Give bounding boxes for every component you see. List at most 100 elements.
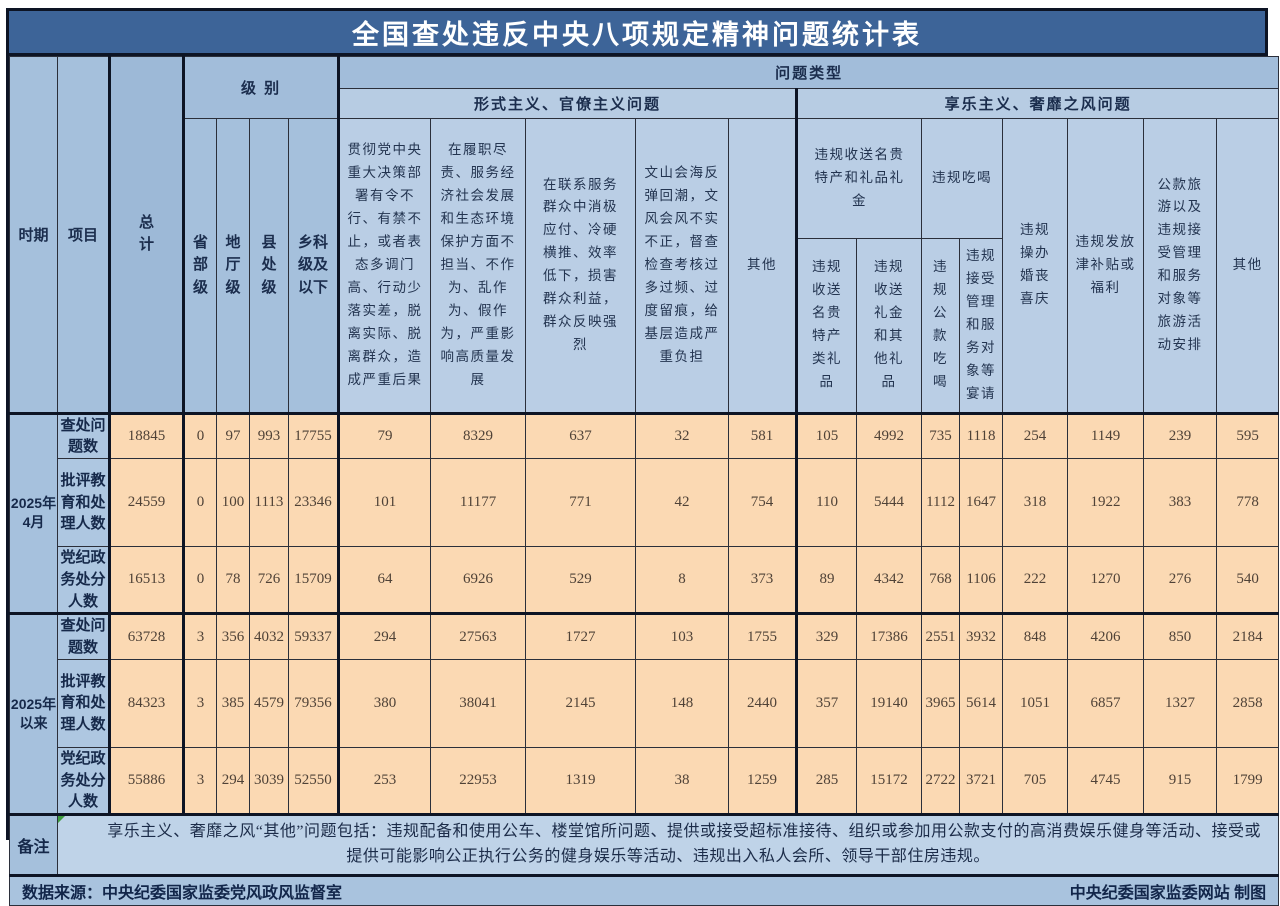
row-label: 党纪政务处分人数: [57, 746, 110, 816]
value-cell: 1727: [525, 612, 637, 660]
value-cell: 581: [728, 411, 798, 460]
value-cell: 373: [728, 546, 798, 615]
header-level-township: 乡科级及以下: [287, 118, 340, 414]
value-cell: 637: [525, 411, 637, 460]
header-item-label: 项目: [67, 226, 98, 244]
value-cell: 32: [635, 411, 730, 460]
title-bar: 全国查处违反中央八项规定精神问题统计表: [9, 11, 1265, 56]
table-title: 全国查处违反中央八项规定精神问题统计表: [352, 19, 922, 50]
header-formalism-band: 形式主义、官僚主义问题: [337, 88, 798, 119]
header-dining-band-label: 违规吃喝: [932, 170, 993, 186]
cell-corner-marker: [58, 817, 65, 824]
header-formalism-col-2: 在履职尽责、服务经济社会发展和生态环境保护方面不担当、不作为、乱作为、假作为，严…: [430, 118, 527, 414]
value-cell: 4206: [1067, 612, 1145, 660]
header-hedonism-col-other-label: 其他: [1232, 256, 1263, 272]
value-cell: 253: [337, 746, 432, 816]
value-cell: 8329: [430, 411, 527, 460]
value-cell: 52550: [287, 746, 340, 816]
footer-bar: 数据来源：中央纪委国家监委党风政风监督室 中央纪委国家监委网站 制图: [8, 873, 1280, 906]
value-cell: 1051: [1002, 658, 1069, 748]
header-level-county: 县处级: [249, 118, 289, 414]
header-dining-band: 违规吃喝: [921, 118, 1004, 239]
value-cell: 38: [635, 746, 730, 816]
value-cell: 768: [921, 546, 961, 615]
value-cell: 18845: [108, 411, 184, 460]
value-cell: 1118: [959, 411, 1004, 460]
row-label: 党纪政务处分人数: [57, 546, 110, 615]
statistics-table-sheet: 全国查处违反中央八项规定精神问题统计表 时期 项目 总计 级 别 问题类型 形式…: [6, 8, 1280, 906]
header-formalism-col-1-label: 贯彻党中央重大决策部署有令不行、有禁不止，或者表态多调门高、行动少落实差，脱离实…: [347, 142, 423, 387]
value-cell: 78: [216, 546, 250, 615]
header-sub-gifts-specialty-label: 违规收送名贵特产类礼品: [812, 259, 843, 390]
value-cell: 84323: [108, 658, 184, 748]
value-cell: 27563: [430, 612, 527, 660]
header-formalism-col-1: 贯彻党中央重大决策部署有令不行、有禁不止，或者表态多调门高、行动少落实差，脱离实…: [337, 118, 432, 414]
value-cell: 2551: [921, 612, 961, 660]
value-cell: 222: [1002, 546, 1069, 615]
header-level-prefecture: 地厅级: [216, 118, 250, 414]
value-cell: 4342: [856, 546, 923, 615]
statistics-table: 时期 项目 总计 级 别 问题类型 形式主义、官僚主义问题 享乐主义、奢靡之风问…: [8, 56, 1280, 906]
remark-label-text: 备注: [17, 838, 50, 856]
value-cell: 5614: [959, 658, 1004, 748]
value-cell: 101: [337, 458, 432, 548]
header-formalism-col-other-label: 其他: [747, 256, 778, 272]
value-cell: 726: [249, 546, 289, 615]
value-cell: 1319: [525, 746, 637, 816]
value-cell: 24559: [108, 458, 184, 548]
row-label: 批评教育和处理人数: [57, 658, 110, 748]
value-cell: 2440: [728, 658, 798, 748]
row-label: 查处问题数: [57, 612, 110, 660]
value-cell: 3: [182, 612, 217, 660]
value-cell: 100: [216, 458, 250, 548]
period-cell: 2025年以来: [9, 612, 58, 816]
value-cell: 2858: [1216, 658, 1280, 748]
value-cell: 1755: [728, 612, 798, 660]
remark-text: 享乐主义、奢靡之风“其他”问题包括：违规配备和使用公车、楼堂馆所问题、提供或接受…: [107, 823, 1261, 865]
value-cell: 79: [337, 411, 432, 460]
value-cell: 3965: [921, 658, 961, 748]
value-cell: 4032: [249, 612, 289, 660]
value-cell: 3932: [959, 612, 1004, 660]
value-cell: 1647: [959, 458, 1004, 548]
header-hedonism-label: 享乐主义、奢靡之风问题: [944, 96, 1132, 113]
header-hedonism-band: 享乐主义、奢靡之风问题: [795, 88, 1280, 119]
value-cell: 2722: [921, 746, 961, 816]
value-cell: 42: [635, 458, 730, 548]
header-gifts-band-label: 违规收送名贵特产和礼品礼金: [814, 147, 905, 208]
header-sub-dining-banquet-label: 违规接受管理和服务对象等宴请: [966, 248, 997, 401]
header-problem-type-label: 问题类型: [775, 65, 844, 82]
header-sub-dining-public-label: 违规公款吃喝: [933, 259, 949, 390]
header-level-band-label: 级 别: [240, 80, 282, 97]
header-hedonism-col-other: 其他: [1216, 118, 1280, 414]
value-cell: 0: [182, 458, 217, 548]
value-cell: 380: [337, 658, 432, 748]
value-cell: 1327: [1143, 658, 1218, 748]
header-formalism-col-3: 在联系服务群众中消极应付、冷硬横推、效率低下，损害群众利益，群众反映强烈: [525, 118, 637, 414]
header-sub-gifts-specialty: 违规收送名贵特产类礼品: [795, 238, 858, 414]
value-cell: 254: [1002, 411, 1069, 460]
header-level-county-label: 县处级: [261, 233, 277, 296]
value-cell: 1113: [249, 458, 289, 548]
value-cell: 148: [635, 658, 730, 748]
header-sub-gifts-money-label: 违规收送礼金和其他礼品: [874, 259, 905, 390]
value-cell: 1106: [959, 546, 1004, 615]
value-cell: 915: [1143, 746, 1218, 816]
value-cell: 329: [795, 612, 858, 660]
value-cell: 848: [1002, 612, 1069, 660]
header-sub-dining-banquet: 违规接受管理和服务对象等宴请: [959, 238, 1004, 414]
header-hedonism-col-travel-label: 公款旅游以及违规接受管理和服务对象等旅游活动安排: [1157, 176, 1203, 353]
header-formalism-col-2-label: 在履职尽责、服务经济社会发展和生态环境保护方面不担当、不作为、乱作为、假作为，严…: [440, 142, 516, 387]
value-cell: 595: [1216, 411, 1280, 460]
row-label-text: 党纪政务处分人数: [60, 549, 106, 610]
value-cell: 79356: [287, 658, 340, 748]
value-cell: 22953: [430, 746, 527, 816]
header-period: 时期: [9, 56, 58, 414]
row-label-text: 批评教育和处理人数: [60, 471, 106, 533]
value-cell: 294: [337, 612, 432, 660]
value-cell: 5444: [856, 458, 923, 548]
header-period-label: 时期: [18, 226, 49, 244]
header-formalism-col-4-label: 文山会海反弹回潮，文风会风不实不正，督查检查考核过多过频、过度留痕，给基层造成严…: [644, 165, 720, 364]
value-cell: 993: [249, 411, 289, 460]
header-sub-gifts-money: 违规收送礼金和其他礼品: [856, 238, 923, 414]
